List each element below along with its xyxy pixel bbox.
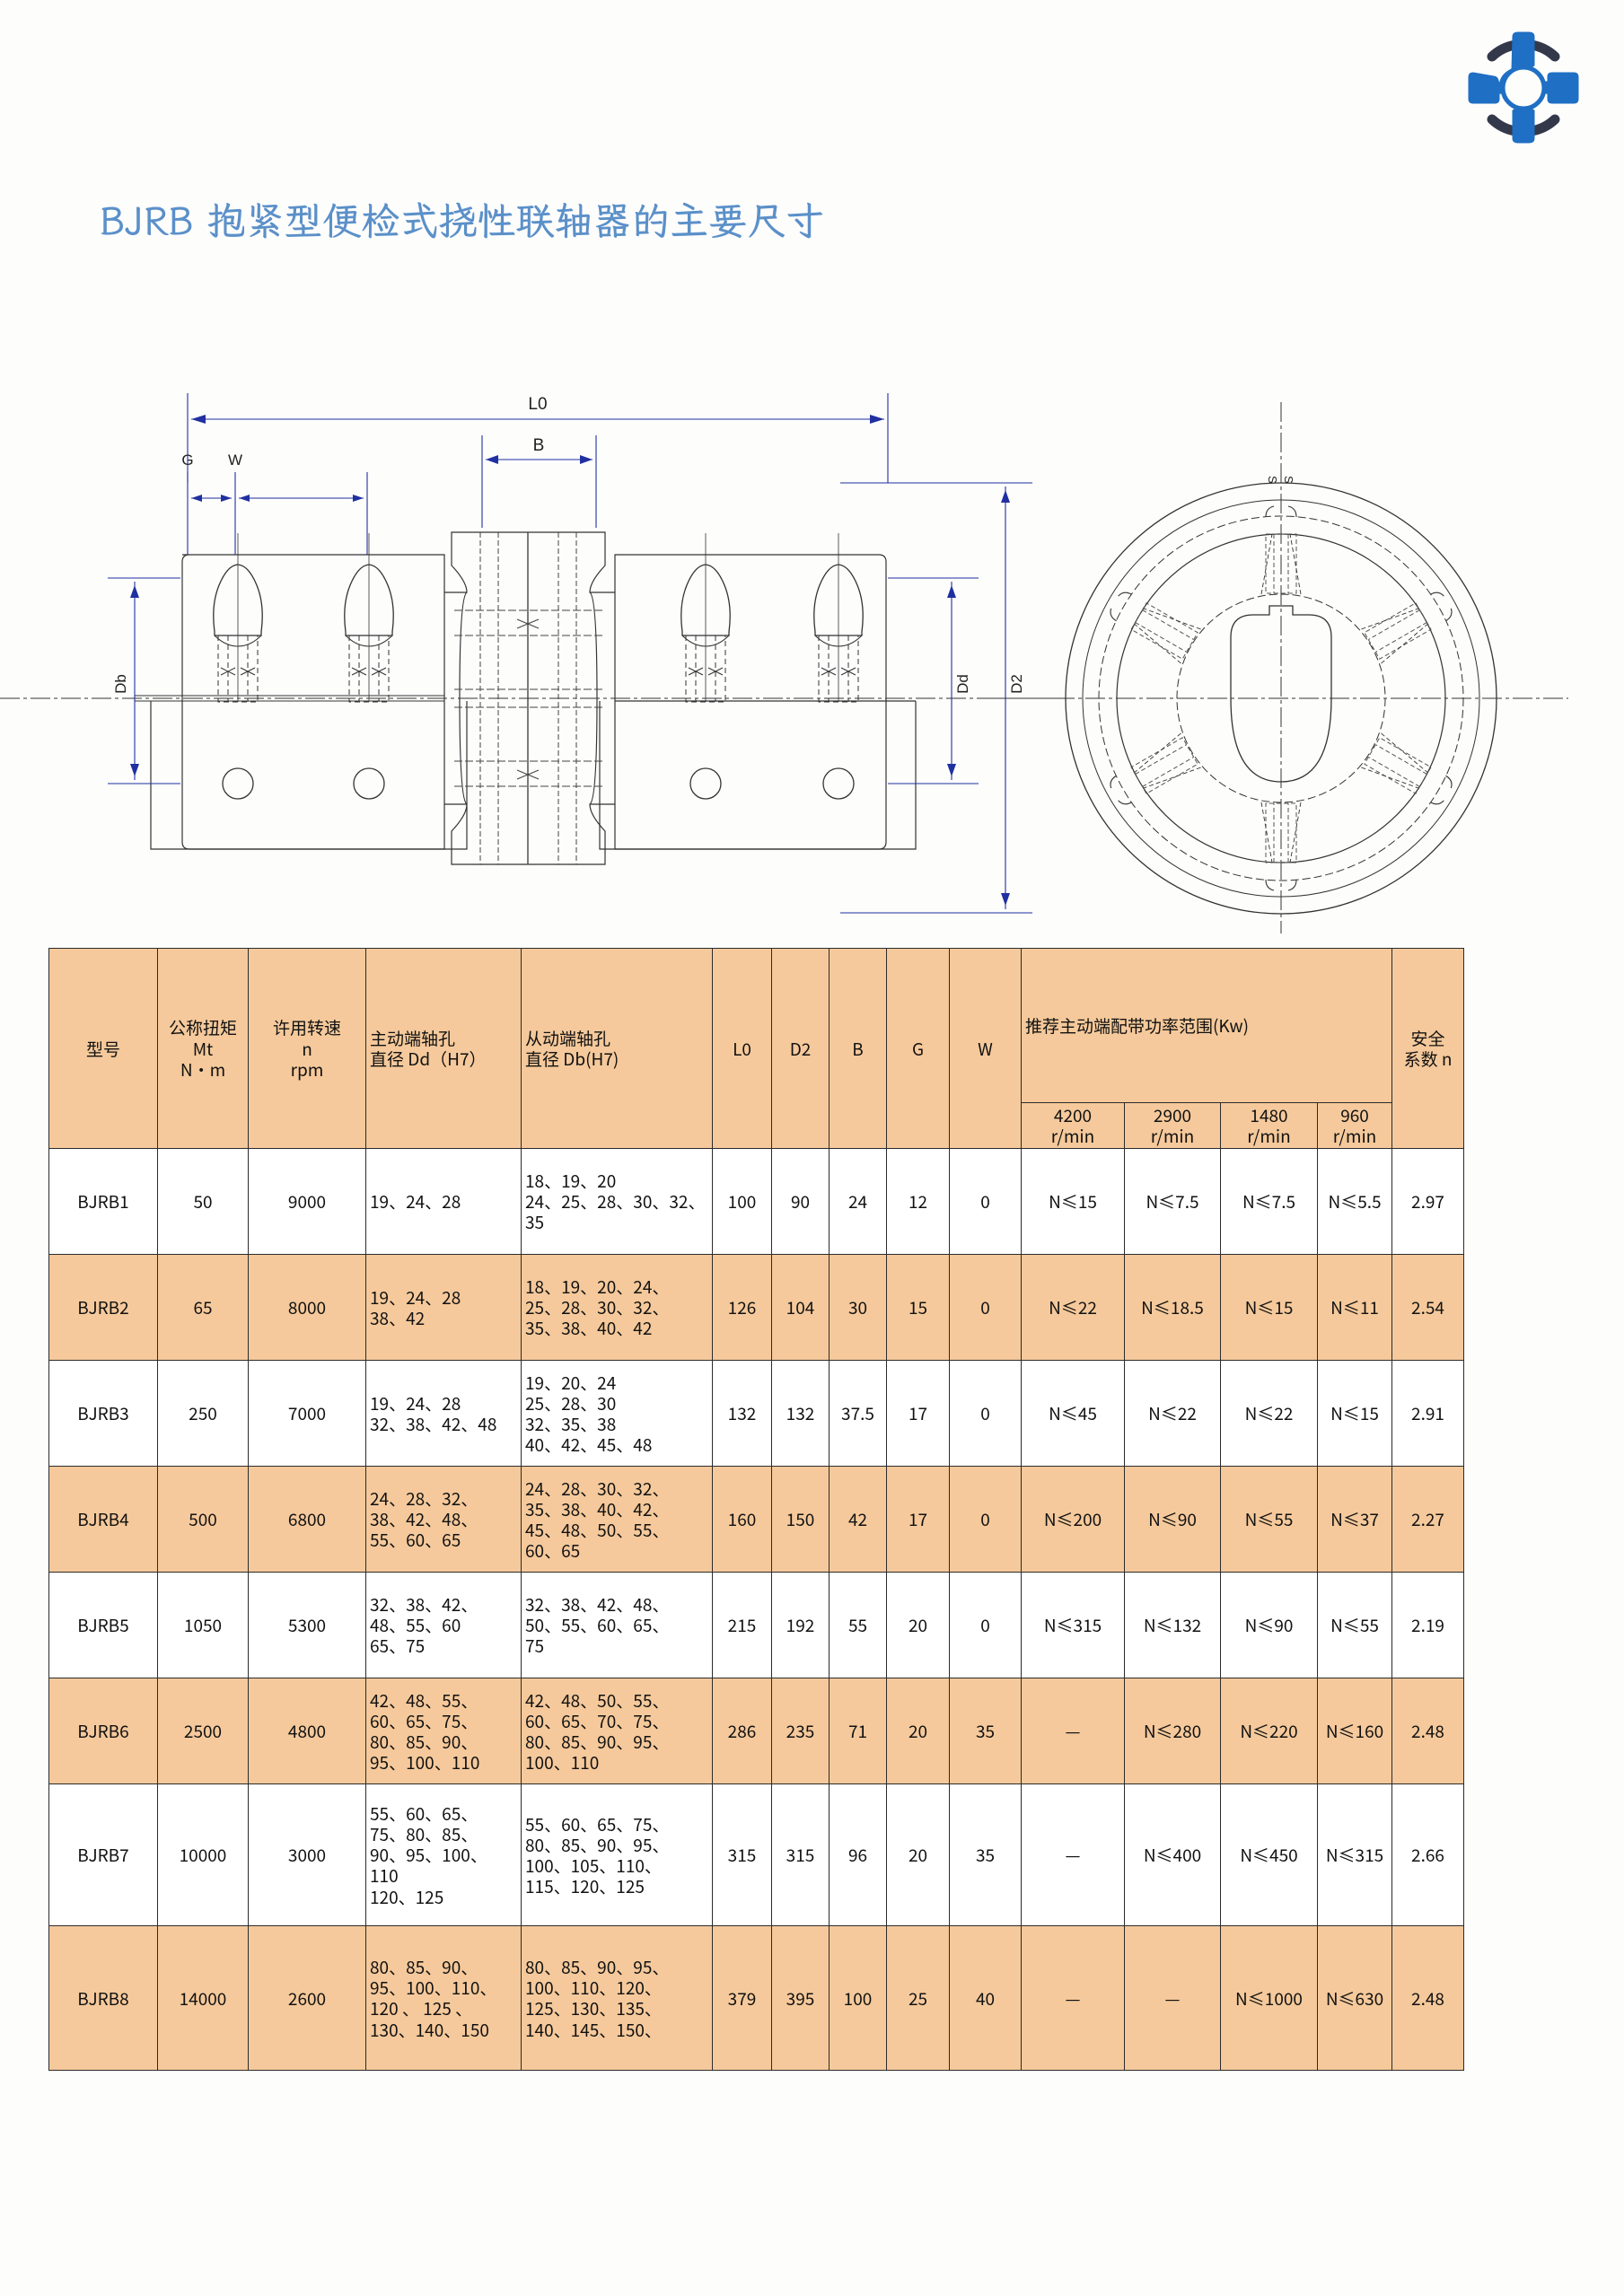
svg-text:Dd: Dd <box>954 674 971 694</box>
svg-text:S: S <box>1282 476 1295 484</box>
svg-text:G: G <box>181 451 193 469</box>
svg-text:B: B <box>533 436 545 455</box>
svg-text:W: W <box>228 451 242 469</box>
svg-text:L0: L0 <box>528 395 547 414</box>
svg-text:S: S <box>1266 476 1279 484</box>
svg-text:Db: Db <box>112 674 129 694</box>
svg-text:D2: D2 <box>1008 674 1025 694</box>
